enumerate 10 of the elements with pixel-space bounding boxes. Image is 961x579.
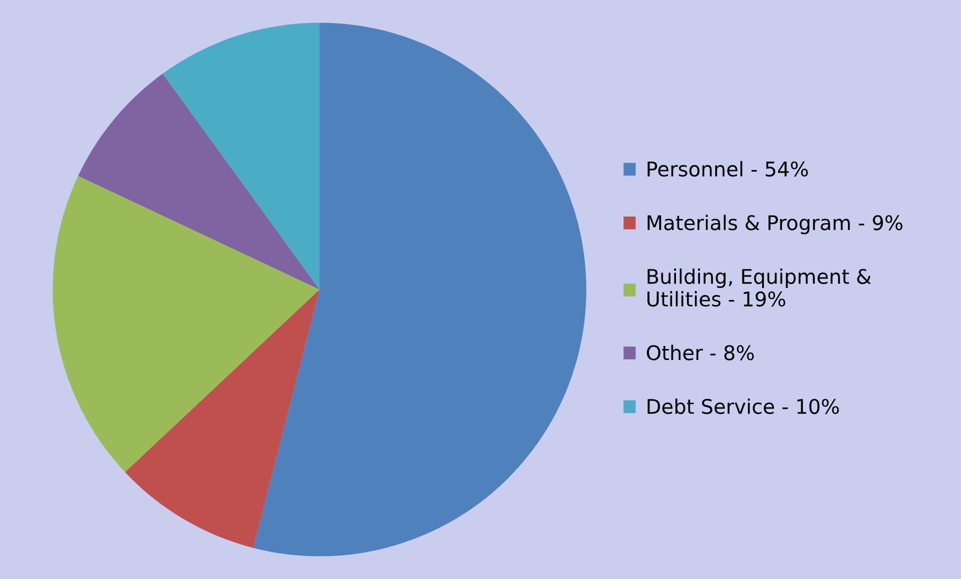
pie-slice: [52, 176, 320, 472]
pie-slice: [125, 290, 320, 548]
legend-label: Other - 8%: [646, 344, 754, 360]
pie-slice: [78, 74, 320, 290]
legend-label: Materials & Program - 9%: [648, 214, 902, 234]
legend-label: Debt Service - 10%: [648, 398, 839, 414]
legend-label: Building, Equipment & Utilities - 19%: [647, 268, 872, 307]
pie-slice: [162, 22, 320, 290]
legend-label: Personnel - 54%: [648, 161, 808, 177]
pie-slice: [253, 22, 586, 556]
